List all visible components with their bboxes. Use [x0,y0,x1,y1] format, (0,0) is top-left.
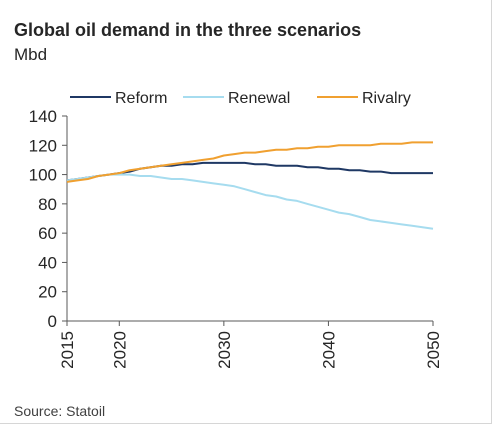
legend-label-rivalry: Rivalry [362,90,411,107]
y-tick-label: 20 [38,283,57,302]
y-tick-label: 100 [29,166,57,185]
x-tick-label: 2050 [424,331,443,369]
chart-unit-label: Mbd [14,45,48,64]
x-tick-label: 2040 [319,331,338,369]
y-tick-label: 40 [38,253,57,272]
y-tick-label: 0 [48,312,57,331]
series-lines [66,141,434,230]
x-tick-label: 2020 [110,331,129,369]
x-tick-label: 2030 [215,331,234,369]
x-tick-label: 2015 [58,331,77,369]
y-tick-label: 120 [29,136,57,155]
y-tick-label: 80 [38,195,57,214]
legend-label-renewal: Renewal [228,90,290,107]
series-line-rivalry [66,141,433,183]
y-tick-label: 140 [29,107,57,126]
y-tick-label: 60 [38,224,57,243]
source-note: Source: Statoil [14,403,106,419]
y-axis-ticks: 0 20 40 60 80 100 120 140 [29,107,67,331]
series-line-reform [66,161,433,182]
chart-title: Global oil demand in the three scenarios [14,20,362,40]
legend: Reform Renewal Rivalry [70,90,411,107]
legend-label-reform: Reform [115,90,167,107]
axes [66,116,433,322]
series-line-renewal [66,173,434,230]
x-axis-ticks: 2015 2020 2030 2040 2050 [58,321,443,369]
